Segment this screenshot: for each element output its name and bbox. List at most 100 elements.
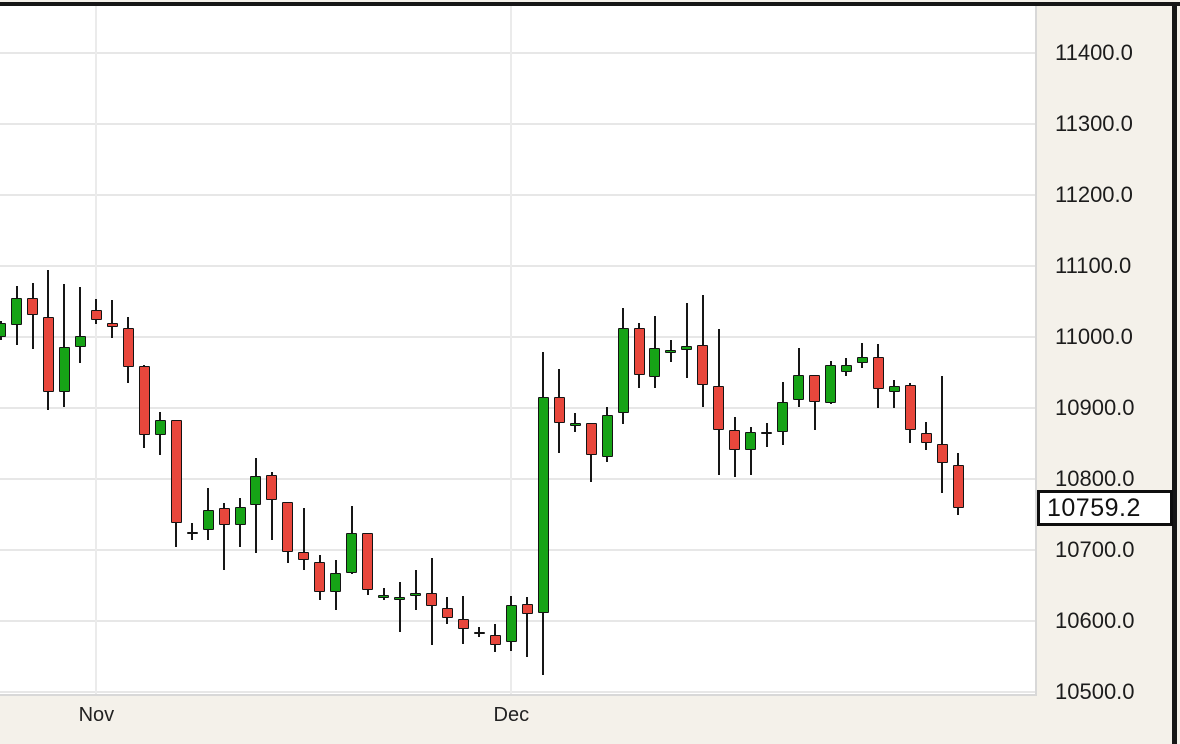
candle-body [777, 402, 789, 432]
candle-body [601, 414, 613, 458]
candle-wick [270, 472, 273, 541]
candle-wick [79, 287, 82, 364]
y-axis-tick-label: 10800.0 [1055, 465, 1135, 491]
candle-body [58, 347, 70, 393]
candle-wick [223, 502, 226, 571]
candle-body [0, 322, 7, 337]
candle-body [537, 397, 549, 613]
candle-body [378, 595, 390, 598]
candle-body [457, 619, 469, 630]
window-frame-right-border [1172, 2, 1177, 744]
candle-wick [685, 302, 688, 378]
candle-body [729, 429, 741, 451]
candle-body [441, 607, 453, 619]
y-axis-tick-label: 11100.0 [1055, 252, 1132, 278]
candle-body [330, 573, 342, 593]
candle-body [521, 604, 533, 615]
candle-wick [813, 375, 816, 430]
candle-body [856, 357, 868, 364]
gridline-horizontal [0, 264, 1035, 267]
candle-wick [63, 284, 66, 407]
y-axis-tick-label: 10500.0 [1055, 678, 1135, 704]
time-axis [0, 696, 1037, 744]
gridline-horizontal [0, 477, 1035, 480]
gridline-horizontal [0, 406, 1035, 409]
candle-wick [414, 570, 417, 610]
candle-body [697, 345, 709, 385]
candle-body [426, 592, 438, 607]
gridline-horizontal [0, 52, 1035, 54]
price-axis [1039, 6, 1172, 744]
candle-body [170, 419, 182, 524]
candle-body [74, 336, 86, 348]
candle-wick [941, 375, 944, 493]
candle-body [154, 419, 166, 436]
gridline-horizontal [0, 548, 1035, 551]
candle-body [90, 309, 102, 320]
gridline-horizontal [0, 619, 1035, 622]
candle-wick [111, 299, 114, 339]
gridline-horizontal [0, 690, 1035, 693]
candle-wick [749, 426, 752, 476]
gridline-month [510, 6, 513, 694]
last-price-badge: 10759.2 [1037, 490, 1173, 527]
gridline-horizontal [0, 193, 1035, 196]
candle-body [920, 433, 932, 444]
candle-body [410, 592, 422, 597]
candle-body [346, 533, 358, 573]
last-price-value: 10759.2 [1047, 493, 1141, 522]
candle-body [282, 502, 294, 553]
candle-body [585, 423, 597, 456]
candle-body [633, 328, 645, 376]
candle-body [553, 397, 565, 424]
candle-wick [861, 343, 864, 368]
candle-body [904, 385, 916, 430]
candle-body [665, 350, 677, 353]
y-axis-tick-label: 11300.0 [1055, 110, 1133, 136]
candle-body [266, 475, 278, 500]
candle-body [761, 431, 773, 435]
candle-body [936, 443, 948, 464]
candle-body [314, 562, 326, 593]
candle-body [793, 375, 805, 400]
candle-body [218, 507, 230, 526]
candle-body [809, 375, 821, 403]
candle-body [27, 297, 39, 315]
candle-wick [526, 597, 529, 657]
candle-wick [191, 523, 194, 541]
x-axis-month-label: Nov [78, 704, 115, 726]
candle-body [234, 507, 246, 526]
candle-wick [893, 380, 896, 408]
y-axis-tick-label: 11000.0 [1055, 323, 1133, 349]
candle-body [489, 634, 501, 646]
candle-body [952, 465, 964, 508]
candle-wick [478, 626, 481, 637]
candle-body [106, 323, 118, 327]
candle-body [840, 365, 852, 373]
candle-body [649, 348, 661, 378]
candle-body [505, 604, 517, 642]
candle-body [569, 423, 581, 426]
gridline-horizontal [0, 122, 1035, 125]
y-axis-tick-label: 11400.0 [1055, 40, 1133, 65]
y-axis-tick-label: 10900.0 [1055, 394, 1135, 420]
candle-body [362, 532, 374, 591]
candle-body [138, 365, 150, 436]
x-axis-month-label: Dec [493, 704, 530, 726]
candle-body [202, 509, 214, 531]
candle-body [122, 328, 134, 368]
candle-body [872, 357, 884, 390]
candle-body [11, 297, 23, 325]
candle-body [745, 431, 757, 451]
gridline-month [95, 6, 98, 694]
candle-wick [302, 507, 305, 571]
price-chart-plot-area[interactable] [0, 6, 1037, 696]
candle-body [250, 475, 262, 505]
candle-body [186, 531, 198, 535]
y-axis-tick-label: 10700.0 [1055, 536, 1135, 562]
candle-wick [574, 413, 577, 432]
y-axis-tick-label: 11200.0 [1055, 181, 1133, 207]
candle-wick [31, 282, 34, 349]
candle-wick [254, 458, 257, 554]
